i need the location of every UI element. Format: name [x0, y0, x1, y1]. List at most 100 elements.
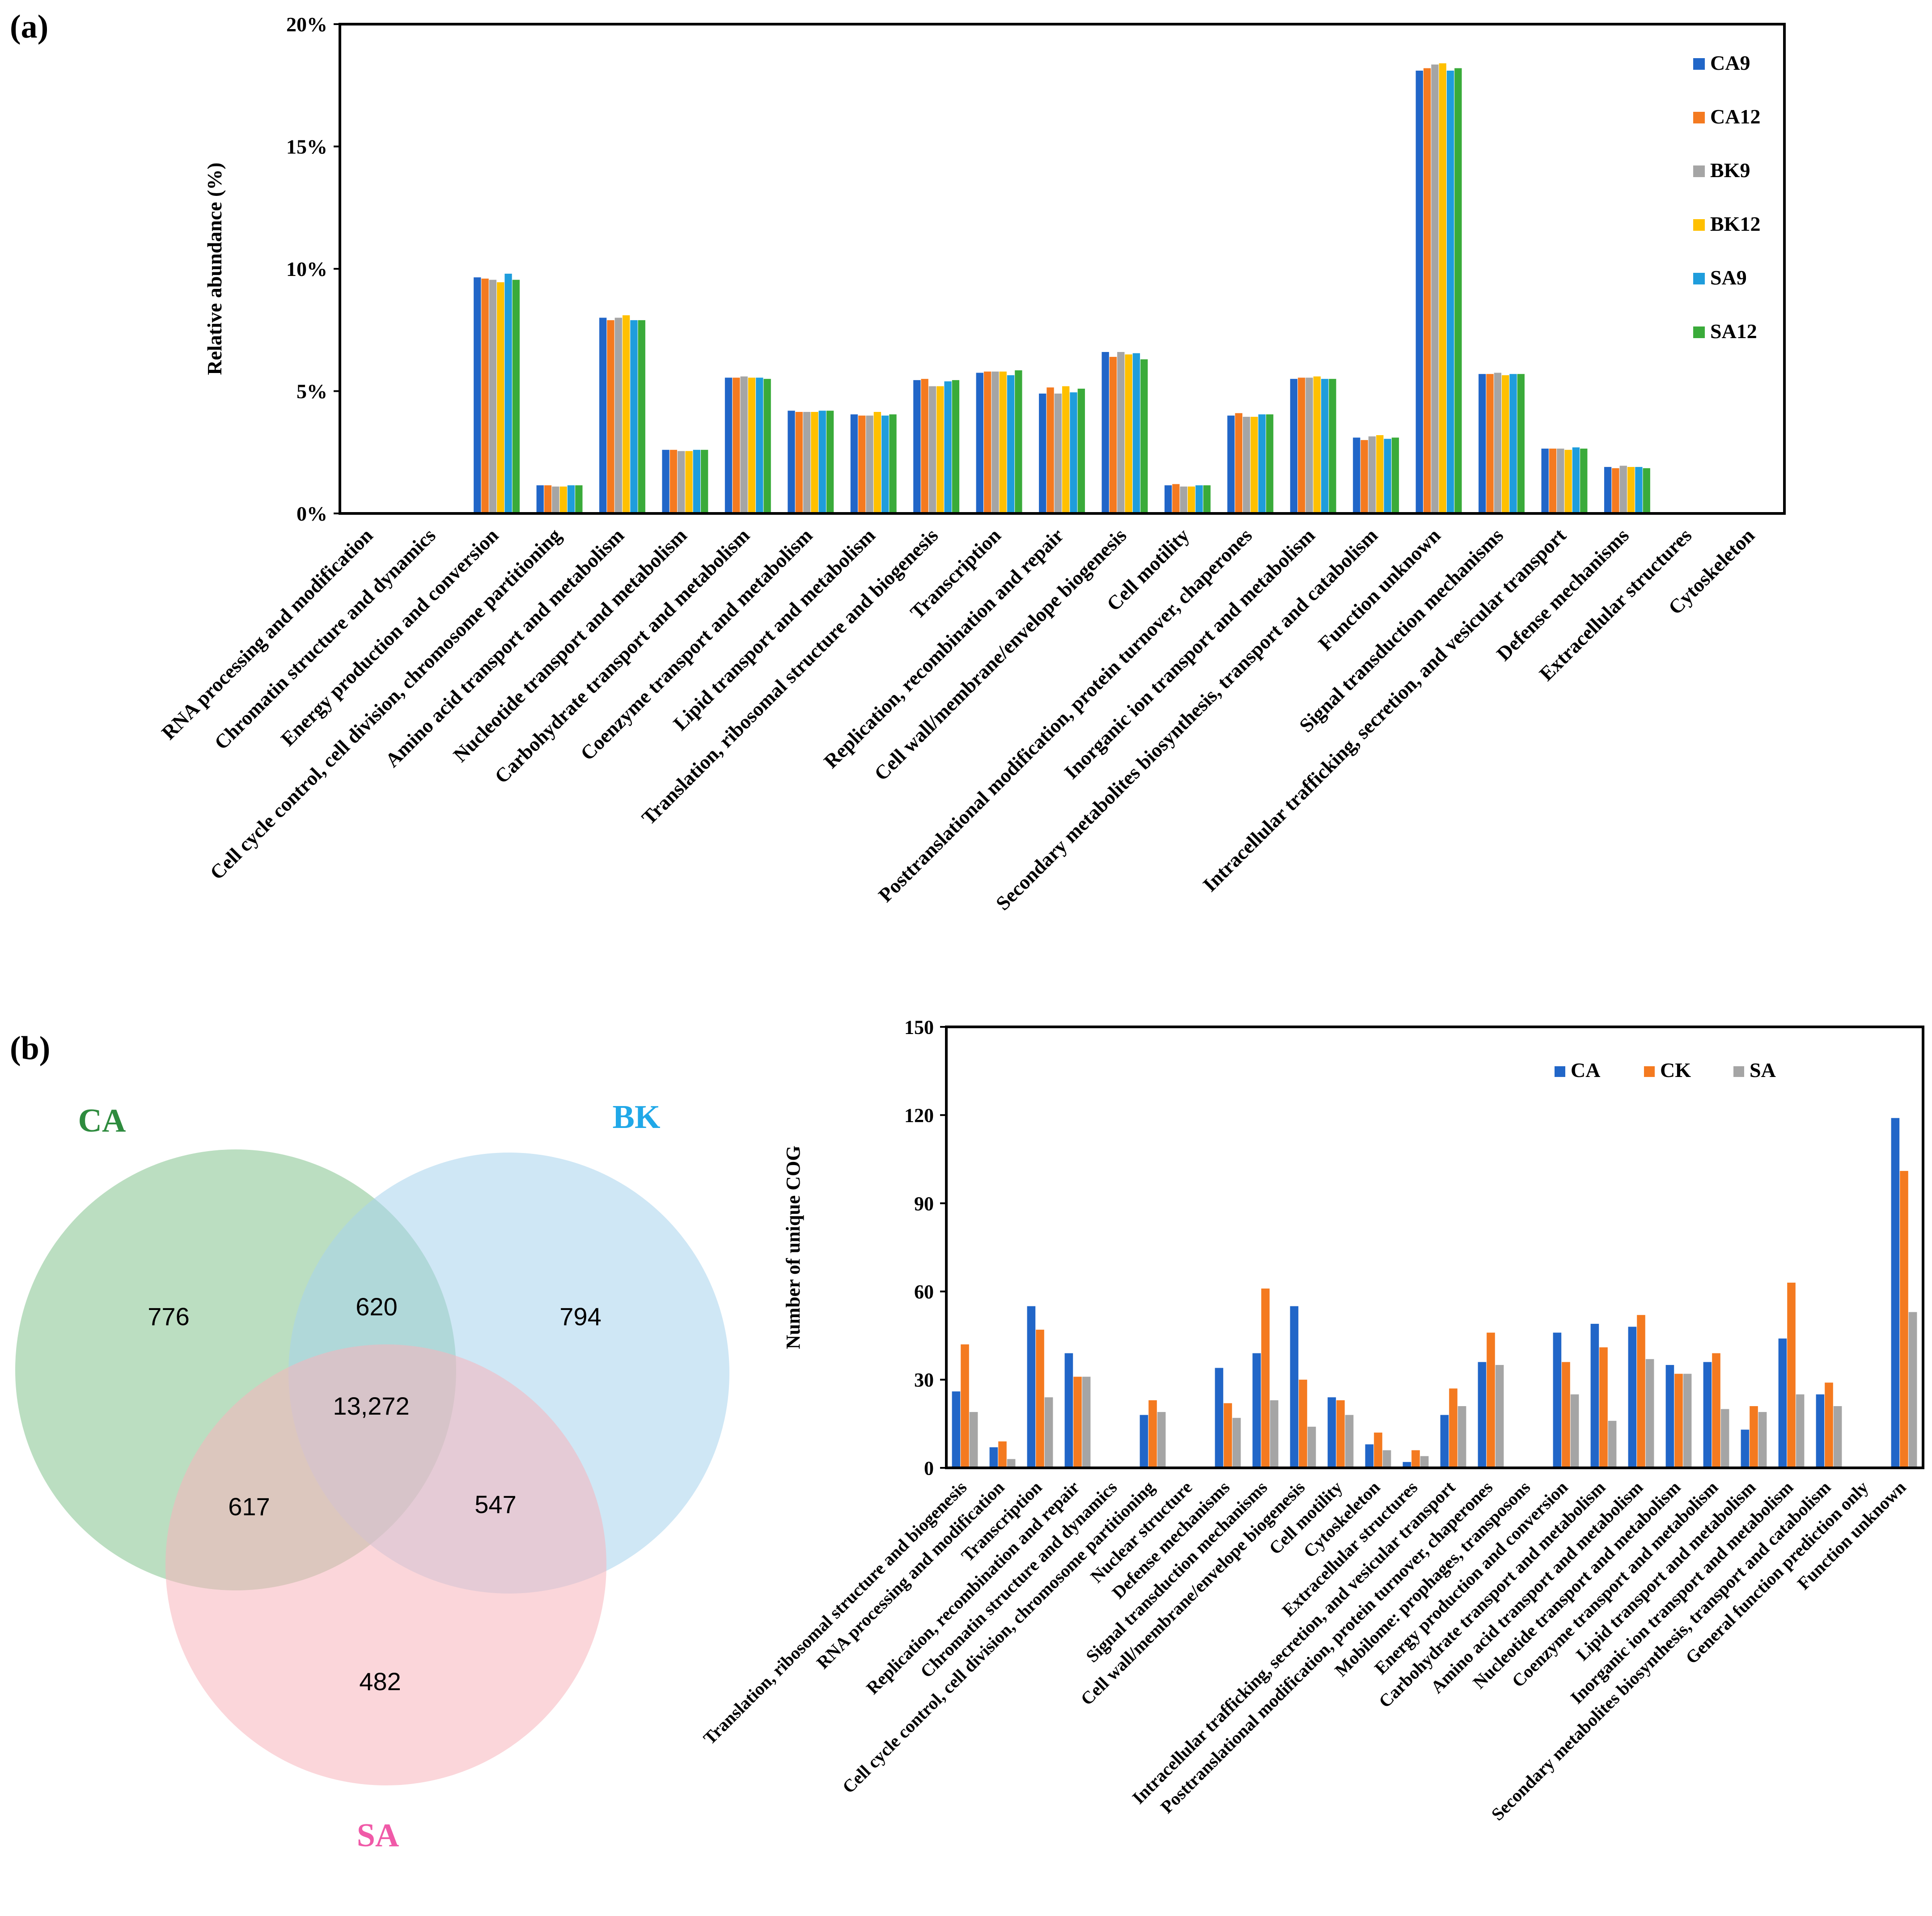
- bar-sa: [1307, 1426, 1316, 1468]
- bar-sa9: [1070, 392, 1077, 513]
- bar-ck: [1073, 1377, 1082, 1468]
- venn-region-ca-only: 776: [148, 1302, 189, 1331]
- bar-bk9: [1242, 416, 1250, 513]
- bar-ck: [1637, 1315, 1645, 1468]
- bar-ca12: [1423, 68, 1431, 513]
- venn-set-label-sa: SA: [357, 1817, 399, 1854]
- y-tick-label: 120: [904, 1105, 934, 1127]
- bar-sa: [1645, 1359, 1654, 1468]
- bar-ck: [961, 1344, 969, 1468]
- bar-ca12: [983, 371, 991, 513]
- bar-ca9: [1290, 379, 1298, 513]
- bar-bk12: [1250, 416, 1258, 513]
- bar-ca9: [913, 380, 921, 513]
- legend-swatch-ck: [1644, 1066, 1655, 1077]
- bar-ca9: [724, 377, 733, 513]
- y-tick-label: 30: [914, 1369, 934, 1391]
- bar-bk9: [614, 318, 622, 513]
- panel-a-label: (a): [10, 8, 48, 45]
- legend-label-bk12: BK12: [1710, 212, 1760, 235]
- legend-label-ck: CK: [1660, 1059, 1691, 1081]
- bar-ck: [1674, 1373, 1683, 1468]
- bar-bk12: [1564, 449, 1572, 513]
- y-tick-label: 0%: [297, 502, 327, 525]
- y-axis-label: Relative abundance (%): [203, 162, 226, 375]
- bar-ca: [1891, 1118, 1900, 1468]
- bar-sa: [1232, 1418, 1241, 1468]
- bar-ca12: [669, 449, 678, 513]
- bar-ca12: [1046, 387, 1054, 513]
- y-tick-label: 0: [924, 1457, 934, 1479]
- bar-sa12: [1266, 414, 1274, 513]
- bar-ca9: [662, 449, 669, 513]
- bar-ck: [1336, 1400, 1345, 1468]
- bar-bk9: [1180, 486, 1187, 513]
- bar-sa12: [889, 414, 897, 513]
- bar-ca9: [1227, 415, 1235, 513]
- bar-ca: [1027, 1306, 1036, 1468]
- venn-region-ca-bk: 620: [356, 1293, 397, 1321]
- legend-label-ca: CA: [1571, 1059, 1600, 1081]
- bar-sa: [1720, 1409, 1729, 1468]
- legend-swatch-sa: [1733, 1066, 1744, 1077]
- bar-bk9: [928, 386, 936, 513]
- bar-sa9: [756, 377, 763, 513]
- bar-ca9: [1479, 374, 1486, 513]
- bar-ca: [1816, 1394, 1825, 1468]
- bar-ca12: [1109, 356, 1117, 513]
- bar-sa9: [818, 411, 826, 513]
- bar-bk9: [1557, 449, 1564, 513]
- venn-circle-sa: [165, 1344, 606, 1785]
- bar-ca9: [850, 414, 858, 513]
- bar-ck: [1449, 1388, 1457, 1468]
- bar-ca9: [599, 318, 607, 513]
- bar-sa9: [1007, 375, 1015, 513]
- bar-ca: [1553, 1332, 1562, 1468]
- bar-ca9: [1102, 352, 1109, 513]
- bar-ca: [989, 1447, 998, 1468]
- bar-ca12: [607, 320, 614, 513]
- bar-bk9: [803, 412, 811, 513]
- bar-ca12: [544, 485, 552, 513]
- bar-ck: [1411, 1450, 1420, 1468]
- bar-sa: [1082, 1377, 1091, 1468]
- bar-ca9: [1164, 485, 1172, 513]
- bar-ca: [1741, 1429, 1750, 1468]
- legend-label-sa12: SA12: [1710, 320, 1757, 343]
- bar-ck: [1261, 1289, 1270, 1468]
- bar-ca9: [1353, 437, 1360, 513]
- bar-sa: [1420, 1456, 1429, 1468]
- bar-sa9: [944, 381, 952, 513]
- bar-sa9: [1509, 374, 1517, 513]
- bar-ca9: [1039, 393, 1046, 513]
- bar-sa12: [1454, 68, 1462, 513]
- x-category-label: Chromatin structure and dynamics: [210, 524, 440, 754]
- bar-ck: [1900, 1171, 1908, 1468]
- y-tick-label: 10%: [286, 258, 327, 280]
- legend-swatch-bk9: [1693, 165, 1705, 177]
- bar-sa9: [1132, 353, 1140, 513]
- bar-ca9: [536, 485, 544, 513]
- bar-bk12: [999, 371, 1007, 513]
- bar-ca12: [795, 412, 803, 513]
- plot-frame: [339, 23, 1786, 515]
- venn-region-bk-sa: 547: [475, 1490, 516, 1518]
- bar-ck: [1148, 1400, 1157, 1468]
- bar-bk12: [748, 377, 756, 513]
- bar-ck: [1487, 1332, 1495, 1468]
- bar-sa12: [512, 280, 520, 513]
- y-axis-label: Number of unique COG: [782, 1145, 804, 1349]
- bar-bk9: [1494, 373, 1502, 513]
- bar-bk12: [1187, 486, 1195, 513]
- bar-bk9: [866, 415, 873, 513]
- bar-ca: [1440, 1415, 1449, 1468]
- bar-ca: [1215, 1368, 1224, 1468]
- legend-swatch-ca: [1555, 1066, 1565, 1077]
- bar-bk9: [1054, 393, 1062, 513]
- bar-ca12: [1298, 377, 1305, 513]
- x-category-label: Coenzyme transport and metabolism: [576, 524, 817, 765]
- panel-b-label: (b): [10, 1030, 50, 1067]
- bar-ck: [1374, 1433, 1382, 1468]
